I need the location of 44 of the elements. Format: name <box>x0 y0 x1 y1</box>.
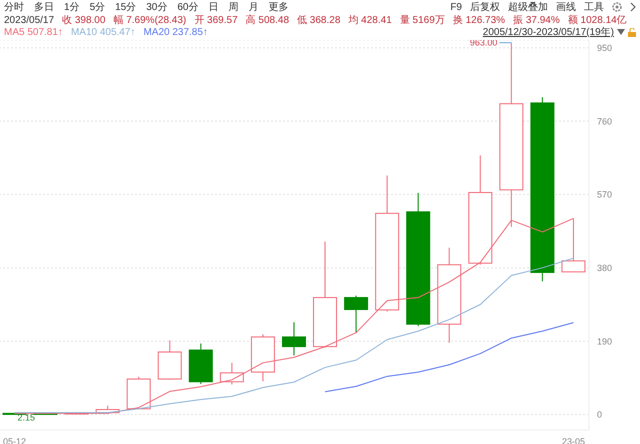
text: 量 5169万 <box>400 14 445 27</box>
text: 收 398.00 <box>62 14 106 27</box>
y-tick-label: 570 <box>597 190 612 200</box>
annotation: 2.15 <box>18 412 36 423</box>
text: F9 <box>450 2 462 12</box>
text: 30分 <box>146 1 168 14</box>
text: MA10 405.47↑ <box>70 26 136 38</box>
text: 超级叠加 <box>508 0 548 14</box>
y-tick-label: 380 <box>597 263 612 274</box>
text: 均 428.41 <box>348 14 392 27</box>
text: 5分 <box>90 1 106 14</box>
text: 2005/12/30-2023/05/17(19年) <box>482 26 614 39</box>
text: MA20 237.85↑ <box>143 26 208 38</box>
line-series <box>324 322 574 392</box>
y-tick-label: 0 <box>597 410 602 420</box>
y-tick-label: 760 <box>597 116 612 126</box>
text: 更多 <box>268 1 288 14</box>
text: 换 126.73% <box>452 14 506 27</box>
text: 振 37.94% <box>513 14 560 27</box>
y-tick-label: 190 <box>597 336 612 346</box>
candlestick <box>282 322 306 356</box>
text: 月 <box>248 1 258 14</box>
text: 额 1028.14亿 <box>568 14 627 27</box>
text: 日 <box>208 1 218 14</box>
text: 60分 <box>177 1 198 14</box>
text: 2023/05/17 <box>4 14 54 26</box>
candlestick <box>530 96 554 282</box>
text: 工具 <box>584 1 604 14</box>
text: 幅 7.69%(28.43) <box>113 14 186 27</box>
text: 1分 <box>64 1 80 14</box>
text: 多日 <box>34 1 54 14</box>
text: 分时 <box>4 0 24 14</box>
text: MA5 507.81↑ <box>4 26 63 38</box>
text: 低 368.28 <box>297 14 340 27</box>
text: 高 508.48 <box>246 14 290 27</box>
line-series <box>14 258 574 414</box>
text: 后复权 <box>470 0 500 14</box>
text: 周 <box>228 1 238 14</box>
text: 画线 <box>556 0 576 14</box>
text: 15分 <box>115 1 136 14</box>
candlestick <box>250 334 275 382</box>
y-tick-label: 950 <box>597 42 612 53</box>
candlestick <box>437 247 462 344</box>
text: 开 369.57 <box>194 14 238 27</box>
